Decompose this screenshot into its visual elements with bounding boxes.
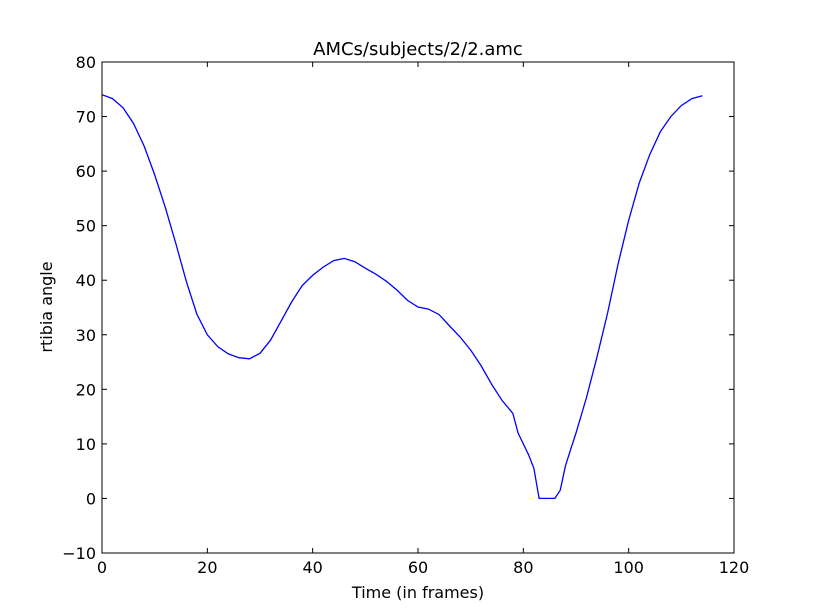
y-tick-label: −10 xyxy=(62,544,96,563)
y-tick-label: 30 xyxy=(76,326,96,345)
x-tick-label: 120 xyxy=(719,558,750,577)
x-tick-label: 40 xyxy=(302,558,322,577)
y-tick-label: 0 xyxy=(86,489,96,508)
x-tick-label: 100 xyxy=(613,558,644,577)
y-tick-label: 80 xyxy=(76,53,96,72)
x-tick-label: 60 xyxy=(408,558,428,577)
chart-title: AMCs/subjects/2/2.amc xyxy=(313,39,523,60)
x-axis-label: Time (in frames) xyxy=(351,583,484,602)
y-tick-label: 20 xyxy=(76,380,96,399)
y-tick-label: 10 xyxy=(76,435,96,454)
x-tick-label: 0 xyxy=(97,558,107,577)
x-tick-label: 20 xyxy=(197,558,217,577)
y-axis-label: rtibia angle xyxy=(37,261,56,352)
x-tick-label: 80 xyxy=(513,558,533,577)
y-tick-label: 40 xyxy=(76,271,96,290)
plot-frame xyxy=(101,61,735,554)
y-tick-label: 70 xyxy=(76,108,96,127)
y-tick-label: 50 xyxy=(76,217,96,236)
y-tick-label: 60 xyxy=(76,162,96,181)
series-line xyxy=(101,94,703,500)
